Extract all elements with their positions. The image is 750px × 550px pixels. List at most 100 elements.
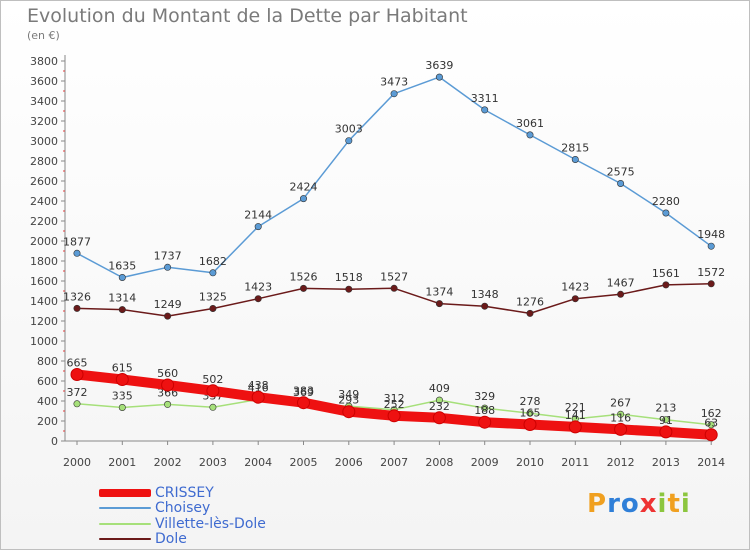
data-label: 1737: [154, 249, 182, 262]
data-label: 116: [610, 411, 631, 424]
data-point: [662, 416, 670, 424]
data-point: [435, 396, 443, 404]
x-tick-label: 2010: [516, 456, 544, 469]
x-tick-label: 2003: [199, 456, 227, 469]
x-tick-label: 2005: [290, 456, 318, 469]
y-tick-label: 3000: [30, 135, 58, 148]
data-label: 335: [112, 390, 133, 403]
data-label: 63: [704, 417, 718, 430]
y-tick-label: 1800: [30, 255, 58, 268]
data-point: [209, 304, 217, 312]
data-point: [161, 378, 175, 392]
data-label: 3311: [471, 92, 499, 105]
data-label: 615: [112, 362, 133, 375]
x-tick-label: 2007: [380, 456, 408, 469]
line-chart: 0 200 400 600 800 1000 1200 1400 1600 1800 2000 220…: [30, 55, 725, 469]
data-label: 3003: [335, 123, 363, 136]
data-label: 1423: [244, 281, 272, 294]
data-label: 188: [474, 404, 495, 417]
y-tick-label: 800: [37, 355, 58, 368]
data-point: [617, 410, 625, 418]
proxiti-logo: Proxiti: [587, 489, 691, 519]
x-tick-label: 2012: [607, 456, 635, 469]
y-tick-label: 1400: [30, 295, 58, 308]
data-point: [254, 295, 262, 303]
data-point: [526, 309, 534, 317]
data-label: 1467: [607, 276, 635, 289]
data-label: 1682: [199, 255, 227, 268]
legend-swatch: [99, 538, 151, 541]
data-point: [568, 420, 582, 434]
data-point: [481, 404, 489, 412]
data-point: [481, 302, 489, 310]
data-label: 293: [338, 394, 359, 407]
data-point: [704, 428, 718, 442]
x-tick-label: 2014: [697, 456, 725, 469]
y-tick-label: 1000: [30, 335, 58, 348]
legend-label: Villette-lès-Dole: [155, 515, 266, 532]
y-tick-label: 2400: [30, 195, 58, 208]
y-tick-label: 2800: [30, 155, 58, 168]
data-point: [707, 242, 715, 250]
data-label: 416: [248, 381, 269, 394]
data-point: [526, 409, 534, 417]
data-point: [662, 209, 670, 217]
data-point: [571, 156, 579, 164]
data-label: 2280: [652, 195, 680, 208]
data-point: [659, 425, 673, 439]
data-label: 665: [67, 357, 88, 370]
data-point: [73, 249, 81, 257]
data-label: 1527: [380, 270, 408, 283]
y-tick-label: 3600: [30, 75, 58, 88]
data-label: 369: [293, 386, 314, 399]
data-point: [254, 223, 262, 231]
legend-swatch: [99, 507, 151, 510]
data-label: 2144: [244, 209, 272, 222]
y-tick-label: 2000: [30, 235, 58, 248]
data-label: 502: [202, 373, 223, 386]
data-label: 1526: [290, 270, 318, 283]
data-point: [478, 415, 492, 429]
data-label: 1326: [63, 290, 91, 303]
data-point: [571, 295, 579, 303]
data-label: 1572: [697, 266, 725, 279]
data-label: 3639: [425, 59, 453, 72]
data-label: 2575: [607, 166, 635, 179]
data-label: 1561: [652, 267, 680, 280]
data-label: 221: [565, 401, 586, 414]
data-label: 2424: [290, 181, 318, 194]
x-tick-label: 2000: [63, 456, 91, 469]
data-point: [614, 422, 628, 436]
data-point: [164, 263, 172, 271]
data-point: [164, 312, 172, 320]
data-label: 1877: [63, 235, 91, 248]
data-point: [115, 373, 129, 386]
y-tick-label: 3400: [30, 95, 58, 108]
data-label: 1518: [335, 271, 363, 284]
data-label: 91: [659, 414, 673, 427]
data-label: 252: [384, 398, 405, 411]
legend: CRISSEY Choisey Villette-lès-Dole Dole: [99, 485, 266, 547]
data-point: [526, 131, 534, 139]
data-point: [73, 304, 81, 312]
data-point: [481, 106, 489, 114]
data-label: 1276: [516, 295, 544, 308]
data-label: 232: [429, 400, 450, 413]
data-point: [209, 269, 217, 277]
data-label: 162: [701, 407, 722, 420]
legend-swatch: [99, 488, 151, 497]
data-point: [435, 300, 443, 308]
data-point: [299, 284, 307, 292]
data-label: 1423: [561, 281, 589, 294]
data-point: [251, 390, 265, 404]
data-point: [523, 418, 537, 431]
data-point: [70, 368, 84, 381]
data-point: [299, 195, 307, 203]
data-point: [662, 281, 670, 289]
data-label: 1314: [108, 292, 136, 305]
data-label: 3061: [516, 117, 544, 130]
data-label: 349: [338, 388, 359, 401]
data-label: 329: [474, 390, 495, 403]
data-label: 409: [429, 382, 450, 395]
